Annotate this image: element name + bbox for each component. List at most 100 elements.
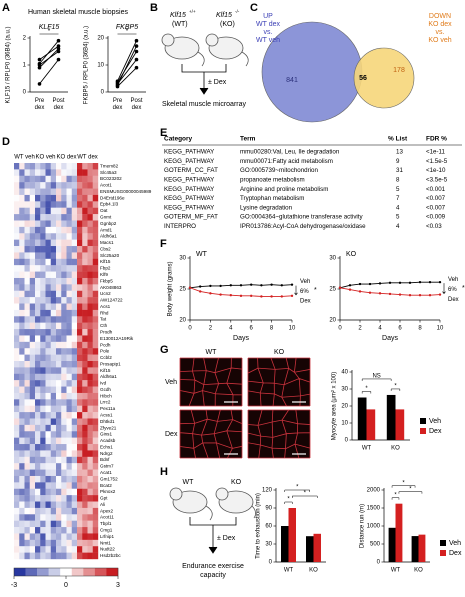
heatmap-cell [35, 354, 41, 362]
cell-borders [247, 409, 311, 459]
gene-label: Ggnbp2 [100, 221, 117, 226]
heatmap-cell [29, 361, 36, 368]
heatmap-cell [66, 475, 72, 483]
venn-label: KO veh [428, 37, 451, 44]
heatmap-cell [82, 194, 88, 202]
panel-label: B [150, 2, 158, 14]
heatmap-cell [82, 207, 88, 215]
heatmap-cell [92, 252, 99, 260]
bracket [391, 497, 400, 500]
heatmap-cell [29, 316, 36, 323]
heatmap-cell [24, 437, 30, 445]
panel-label: F [160, 238, 167, 250]
heatmap-cell [82, 335, 88, 343]
heatmap-cell [29, 552, 36, 560]
heatmap-cell [29, 188, 36, 196]
heatmap-cell [24, 284, 30, 291]
heatmap-cell [71, 354, 78, 362]
x-axis-label: Days [382, 335, 398, 342]
table-cell: <0.03 [426, 223, 442, 230]
heatmap-cell [50, 284, 57, 291]
heatmap-cell [71, 373, 78, 381]
annotation: * [304, 491, 307, 497]
point [368, 291, 372, 294]
heatmap-cell [19, 163, 25, 170]
heatmap-cell [24, 507, 30, 515]
heatmap-cell [66, 246, 72, 253]
heatmap-cell [50, 495, 57, 502]
heatmap-cell [82, 488, 88, 496]
heatmap-cell [45, 546, 51, 553]
gene-label: Amd1 [100, 227, 112, 232]
heatmap-cell [50, 431, 57, 438]
heatmap-cell [66, 405, 72, 413]
heatmap-cell [19, 444, 25, 451]
heatmap-cell [24, 373, 30, 381]
heatmap-cell [77, 444, 83, 451]
heatmap-cell [66, 329, 72, 336]
heatmap-cell [29, 405, 36, 413]
heatmap-cell [66, 182, 72, 189]
heatmap-cell [82, 507, 88, 515]
heatmap-cell [71, 335, 78, 343]
heatmap-cell [14, 386, 20, 394]
series-line [117, 67, 137, 87]
heatmap-cell [61, 386, 67, 394]
genotype: Klf15 [170, 12, 186, 19]
heatmap-cell [19, 495, 25, 502]
point [229, 294, 232, 297]
heatmap-cell [77, 399, 83, 406]
table-cell: 8 [396, 177, 400, 184]
heatmap-cell [56, 361, 62, 368]
heatmap-cell [24, 207, 30, 215]
heatmap-cell [82, 322, 88, 330]
heatmap-cell [56, 412, 62, 419]
heatmap-cell [14, 527, 20, 534]
point [115, 83, 120, 88]
table-cell: Lysine degradation [240, 204, 293, 211]
heatmap-cell [19, 354, 25, 362]
gene-label: Gcdh [100, 387, 111, 392]
heatmap-cell [87, 348, 93, 355]
heatmap-cell [50, 469, 57, 477]
micrograph [248, 410, 310, 458]
heatmap-cell [14, 348, 20, 355]
x-axis-label: Days [233, 335, 249, 342]
heatmap-cell [82, 182, 88, 189]
heatmap-cell [35, 258, 41, 266]
series-line [39, 59, 59, 85]
bracket [284, 501, 293, 504]
heatmap-cell [14, 405, 20, 413]
point [134, 49, 139, 54]
heatmap-cell [77, 456, 83, 464]
heatmap-cell [35, 431, 41, 438]
point [56, 38, 61, 43]
heatmap-cell [77, 290, 83, 298]
heatmap-cell [56, 207, 62, 215]
heatmap-cell [77, 514, 83, 521]
heatmap-cell [29, 392, 36, 400]
heatmap-cell [50, 246, 57, 253]
heatmap-cell [66, 412, 72, 419]
heatmap-cell [92, 233, 99, 240]
gene-label: Ucn2 [100, 291, 111, 296]
heatmap-cell [19, 233, 25, 240]
heatmap-cell [40, 239, 46, 247]
heatmap-cell [61, 239, 67, 247]
point [378, 292, 382, 295]
heatmap-cell [24, 246, 30, 253]
series-line [39, 45, 59, 60]
point [388, 292, 392, 296]
heatmap-cell [87, 175, 93, 183]
heatmap-cell [82, 533, 88, 541]
heatmap-cell [61, 392, 67, 400]
heatmap-cell [19, 392, 25, 400]
heatmap-cell [92, 412, 99, 419]
gene-label: Bcat2 [100, 483, 112, 488]
x-tick-label: 6 [398, 326, 402, 332]
heatmap-cell [50, 405, 57, 413]
gene-label: Pole [100, 349, 110, 354]
heatmap-cell [87, 188, 93, 196]
heatmap-cell [71, 431, 78, 438]
heatmap-cell [61, 226, 67, 234]
